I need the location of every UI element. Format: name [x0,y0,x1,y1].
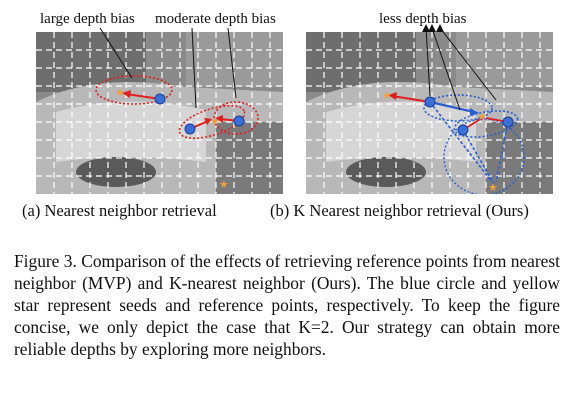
subcaption-a: (a) Nearest neighbor retrieval [22,201,217,220]
reference-star: ★ [477,111,487,123]
annotation-pointers [99,24,497,111]
reference-star: ★ [210,116,220,128]
knn-link [429,101,493,183]
less-depth-bias-label: less depth bias [379,11,467,27]
knn-link [495,121,509,183]
knn-region [443,118,525,194]
large-depth-bias-label: large depth bias [40,11,135,27]
seed-point [457,124,469,136]
grid-a [36,32,283,194]
moderate-depth-bias-label: moderate depth bias [155,11,276,27]
knn-link [462,129,495,185]
figure-caption-text: Figure 3. Comparison of the effects of r… [14,251,560,359]
reference-star: ★ [382,90,392,102]
nn-link-1 [125,93,161,100]
bias-ellipse-moderate-2 [213,101,259,135]
seed-point [233,115,245,127]
bias-ellipse-moderate-1 [178,104,246,140]
knn-ellipse-2 [453,110,519,138]
figure-caption: Figure 3. Comparison of the effects of r… [14,250,560,360]
subcaption-b: (b) K Nearest neighbor retrieval (Ours) [270,201,529,220]
reference-star: ★ [488,182,498,194]
panel-nearest-neighbor: ★ ★ ★ [36,32,283,194]
reference-star: ★ [115,87,125,99]
scene-a: ★ ★ ★ [36,32,283,194]
seed-point [154,93,166,105]
knn-link [429,100,475,114]
seed-point [184,123,196,135]
bias-ellipse-large [95,75,173,105]
knn-link-red [391,95,431,103]
reference-star: ★ [219,179,229,191]
knn-ellipse-1 [423,94,493,122]
seed-point [424,96,436,108]
scene-b: ★ ★ ★ [306,32,553,194]
panel-k-nearest-neighbor: ★ ★ ★ [306,32,553,194]
seed-point [502,116,514,128]
